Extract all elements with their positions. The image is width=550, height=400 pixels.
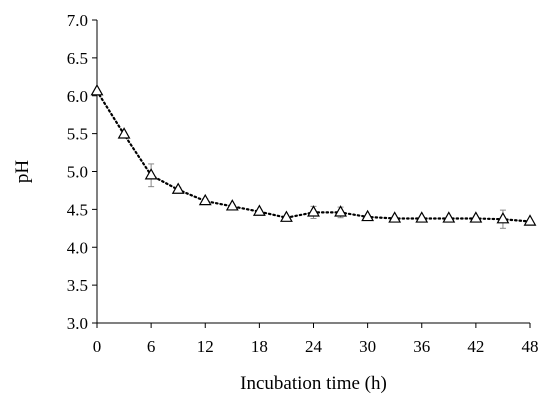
x-tick-label: 24 <box>305 337 323 356</box>
data-point-triangle <box>280 210 293 222</box>
data-point-triangle <box>252 204 266 216</box>
x-tick-label: 6 <box>147 337 156 356</box>
y-tick-label: 4.0 <box>67 238 88 257</box>
x-tick-label: 42 <box>467 337 484 356</box>
data-point-triangle <box>334 205 347 217</box>
y-tick-label: 5.0 <box>67 163 88 182</box>
x-axis-label: Incubation time (h) <box>240 373 387 394</box>
data-point-triangle <box>442 211 456 223</box>
y-tick-label: 5.5 <box>67 125 88 144</box>
x-tick-label: 30 <box>359 337 376 356</box>
y-tick-label: 3.5 <box>67 276 88 295</box>
y-tick-label: 6.0 <box>67 87 88 106</box>
y-tick-label: 7.0 <box>67 11 88 30</box>
data-point-triangle <box>415 211 429 223</box>
data-point-triangle <box>307 205 320 217</box>
axes <box>96 20 530 324</box>
x-tick-label: 12 <box>197 337 214 356</box>
y-ticks: 3.0 3.5 4.0 4.5 5.0 5.5 6.0 6.5 7.0 <box>67 11 97 333</box>
data-point-triangle <box>496 211 510 224</box>
x-tick-label: 36 <box>413 337 430 356</box>
series-line <box>95 90 532 223</box>
data-point-triangle <box>523 214 537 226</box>
data-point-triangle <box>90 83 104 96</box>
data-point-triangle <box>171 182 185 194</box>
data-point-triangle <box>469 211 483 223</box>
x-tick-label: 18 <box>251 337 268 356</box>
y-tick-label: 6.5 <box>67 49 88 68</box>
data-point-triangle <box>198 193 212 206</box>
y-tick-label: 4.5 <box>67 200 88 219</box>
data-point-triangle <box>117 127 131 139</box>
data-point-triangle <box>388 211 402 223</box>
plot-area <box>90 83 537 229</box>
y-tick-label: 3.0 <box>67 314 88 333</box>
data-point-triangle <box>225 199 239 211</box>
x-ticks: 0 6 12 18 24 30 36 42 48 <box>93 323 539 356</box>
y-axis-label: pH <box>12 160 33 184</box>
x-tick-label: 0 <box>93 337 102 356</box>
x-tick-label: 48 <box>522 337 539 356</box>
data-point-triangle <box>144 168 158 180</box>
data-point-triangle <box>361 209 375 222</box>
